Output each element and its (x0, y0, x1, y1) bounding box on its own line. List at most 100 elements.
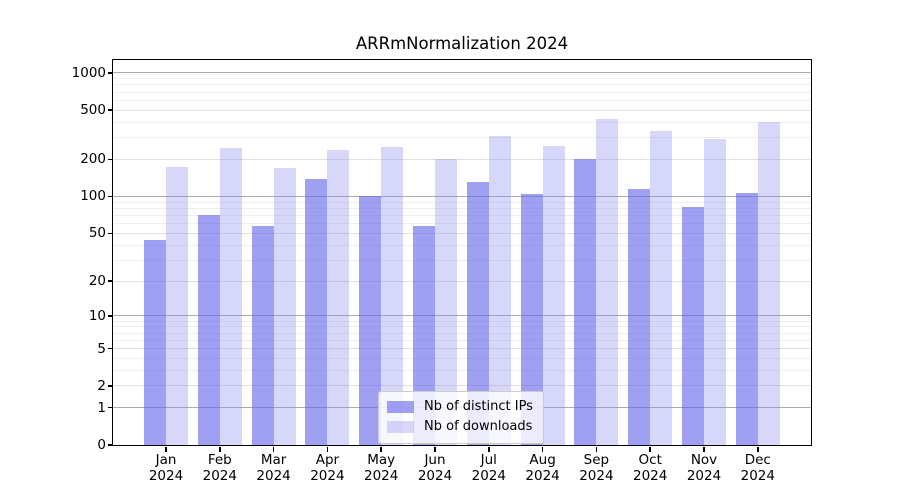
gridline-1000 (113, 72, 811, 74)
x-tick-mark (380, 447, 382, 452)
bar-ips-jan (144, 240, 166, 445)
legend-swatch-downloads (387, 421, 414, 433)
gridline-200 (113, 158, 811, 160)
gridline-minor (113, 320, 811, 322)
y-tick-mark (108, 347, 113, 350)
y-tick-mark (108, 280, 113, 282)
bar-downloads-sep (596, 119, 619, 445)
x-tick-label: Jun 2024 (417, 452, 453, 484)
gridline-minor (113, 201, 811, 203)
legend-item-downloads: Nb of downloads (385, 417, 537, 437)
x-tick-mark (595, 447, 598, 452)
x-tick-mark (488, 447, 490, 452)
gridline-100 (113, 195, 811, 197)
gridline-minor (113, 369, 811, 371)
gridline-10 (113, 315, 811, 317)
x-tick-mark (219, 447, 221, 452)
y-tick-mark (108, 109, 113, 111)
bar-ips-jun (413, 226, 435, 445)
y-tick-label: 1 (97, 399, 106, 416)
gridline-minor (113, 99, 811, 101)
bar-downloads-may (381, 147, 404, 445)
gridline-minor (113, 332, 811, 334)
y-tick-label: 1000 (71, 64, 106, 81)
x-tick-label: Aug 2024 (525, 452, 560, 484)
legend-label-downloads: Nb of downloads (424, 419, 533, 434)
y-tick-label: 100 (80, 188, 106, 205)
y-tick-label: 2 (97, 377, 106, 394)
y-tick-mark (108, 444, 113, 446)
bar-ips-dec (735, 192, 758, 445)
y-tick-mark (108, 385, 113, 387)
x-tick-mark (326, 447, 329, 452)
x-tick-mark (272, 447, 275, 452)
gridline-minor (113, 137, 811, 139)
gridline-20 (113, 280, 811, 282)
x-tick-mark (165, 447, 167, 452)
gridline-500 (113, 109, 811, 111)
y-tick-mark (108, 158, 113, 161)
x-tick-mark (703, 447, 705, 452)
x-tick-label: Nov 2024 (686, 452, 722, 484)
bar-downloads-feb (219, 147, 242, 445)
y-tick-label: 500 (80, 102, 106, 119)
x-tick-mark (434, 447, 436, 452)
x-tick-mark (541, 447, 544, 452)
y-tick-mark (108, 72, 113, 74)
legend-label-distinct-ips: Nb of distinct IPs (424, 399, 533, 414)
gridline-minor (113, 214, 811, 216)
bar-ips-apr (305, 178, 328, 445)
y-tick-label: 200 (80, 151, 106, 168)
x-tick-label: Jul 2024 (471, 452, 506, 484)
x-tick-label: Feb 2024 (202, 452, 237, 484)
x-tick-label: Sep 2024 (579, 452, 614, 484)
bar-downloads-apr (327, 150, 350, 445)
gridline-minor (113, 339, 811, 341)
bar-downloads-nov (704, 139, 726, 445)
y-tick-label: 10 (88, 307, 106, 324)
gridline-minor (113, 259, 811, 261)
bar-downloads-oct (650, 130, 673, 445)
gridline-minor (113, 223, 811, 225)
x-tick-label: Dec 2024 (740, 452, 775, 484)
y-tick-label: 5 (97, 340, 106, 357)
gridline-50 (113, 232, 811, 234)
gridline-minor (113, 84, 811, 86)
x-tick-mark (649, 447, 651, 452)
gridline-minor (113, 357, 811, 359)
y-tick-mark (108, 195, 113, 198)
y-tick-mark (108, 406, 113, 409)
chart-title: ARRmNormalization 2024 (355, 34, 569, 53)
x-tick-mark (757, 447, 759, 452)
gridline-2 (113, 385, 811, 387)
bar-ips-mar (251, 226, 274, 445)
bar-ips-jul (466, 182, 489, 445)
x-tick-label: Mar 2024 (256, 452, 291, 484)
legend: Nb of distinct IPs Nb of downloads (378, 391, 544, 444)
bar-ips-oct (628, 189, 651, 445)
y-tick-mark (108, 232, 113, 234)
legend-swatch-distinct-ips (387, 401, 414, 413)
x-tick-label: Oct 2024 (633, 452, 668, 484)
bar-ips-may (359, 196, 382, 445)
bar-downloads-dec (757, 121, 780, 445)
gridline-minor (113, 78, 811, 80)
gridline-5 (113, 348, 811, 349)
y-tick-label: 0 (97, 437, 106, 453)
bar-downloads-jun (435, 159, 457, 445)
y-tick-mark (108, 315, 113, 317)
y-tick-label: 50 (88, 225, 106, 242)
y-tick-label: 20 (88, 273, 106, 290)
x-tick-label: Apr 2024 (310, 452, 345, 484)
gridline-minor (113, 326, 811, 328)
bar-downloads-mar (273, 168, 296, 445)
bar-downloads-aug (542, 146, 565, 445)
x-tick-label: May 2024 (364, 452, 399, 484)
bar-downloads-jan (166, 167, 188, 445)
bar-downloads-jul (488, 135, 511, 445)
plot-area: Nb of distinct IPs Nb of downloads (112, 59, 812, 446)
gridline-minor (113, 121, 811, 123)
gridline-minor (113, 244, 811, 246)
bar-ips-aug (520, 194, 543, 445)
gridline-minor (113, 91, 811, 93)
